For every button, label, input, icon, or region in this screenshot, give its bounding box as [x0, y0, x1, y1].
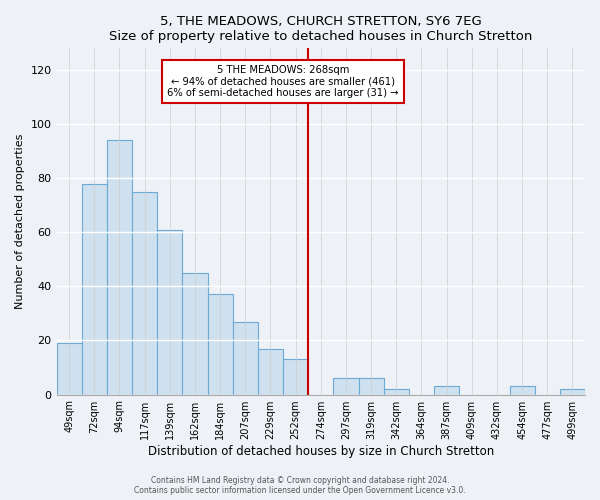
- Bar: [182, 273, 208, 394]
- Bar: [132, 192, 157, 394]
- Bar: [283, 360, 308, 394]
- Text: Contains HM Land Registry data © Crown copyright and database right 2024.
Contai: Contains HM Land Registry data © Crown c…: [134, 476, 466, 495]
- Bar: [157, 230, 182, 394]
- Bar: [82, 184, 107, 394]
- X-axis label: Distribution of detached houses by size in Church Stretton: Distribution of detached houses by size …: [148, 444, 494, 458]
- Bar: [383, 389, 409, 394]
- Bar: [56, 343, 82, 394]
- Bar: [107, 140, 132, 394]
- Bar: [233, 322, 258, 394]
- Text: 5 THE MEADOWS: 268sqm
← 94% of detached houses are smaller (461)
6% of semi-deta: 5 THE MEADOWS: 268sqm ← 94% of detached …: [167, 64, 399, 98]
- Bar: [334, 378, 359, 394]
- Y-axis label: Number of detached properties: Number of detached properties: [15, 134, 25, 309]
- Bar: [560, 389, 585, 394]
- Bar: [208, 294, 233, 394]
- Title: 5, THE MEADOWS, CHURCH STRETTON, SY6 7EG
Size of property relative to detached h: 5, THE MEADOWS, CHURCH STRETTON, SY6 7EG…: [109, 15, 532, 43]
- Bar: [434, 386, 459, 394]
- Bar: [359, 378, 383, 394]
- Bar: [258, 348, 283, 395]
- Bar: [509, 386, 535, 394]
